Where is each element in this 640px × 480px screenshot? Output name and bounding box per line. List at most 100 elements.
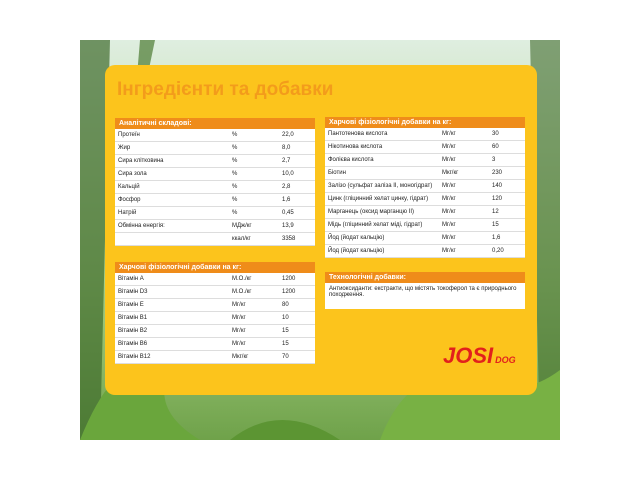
jungle — [80, 40, 560, 440]
cell-name: Пантотенова кислота — [325, 128, 439, 141]
table-row: Вітамін А М.О./кг 1200 — [115, 273, 315, 286]
cell-name: Сира клітковина — [115, 154, 229, 168]
cell-name: Вітамін D3 — [115, 285, 229, 299]
table-row: Вітамін В1 Мг/кг 10 — [115, 311, 315, 325]
cell-unit: Мг/кг — [439, 179, 489, 193]
cell-value: 1200 — [279, 285, 315, 299]
cell-name: Вітамін В12 — [115, 350, 229, 364]
cell-name: Вітамін В1 — [115, 311, 229, 325]
cell-value: 230 — [489, 166, 525, 180]
cell-unit: % — [229, 180, 279, 194]
cell-name: Цинк (гліцинний хелат цинку, гідрат) — [325, 192, 439, 206]
cell-name: Протеїн — [115, 129, 229, 142]
cell-value: 2,7 — [279, 154, 315, 168]
technological-box: Технологічні добавки: Антиоксиданти: екс… — [325, 272, 525, 309]
table-row: Кальцій% 2,8 — [115, 180, 315, 194]
table-row: Обмінна енергія: МДж/кг 13,9 — [115, 219, 315, 233]
cell-unit: % — [229, 154, 279, 168]
cell-name: Натрій — [115, 206, 229, 220]
table-row: Сира зола% 10,0 — [115, 167, 315, 181]
cell-name: Вітамін В2 — [115, 324, 229, 338]
cell-unit: % — [229, 206, 279, 220]
table-row: Цинк (гліцинний хелат цинку, гідрат) Мг/к… — [325, 192, 525, 206]
cell-value: 1,6 — [489, 231, 525, 245]
cell-name: Кальцій — [115, 180, 229, 194]
cell-unit: % — [229, 193, 279, 207]
cell-name: Залізо (сульфат заліза II, моногідрат) — [325, 179, 439, 193]
table-row: Сира клітковина% 2,7 — [115, 154, 315, 168]
logo-sub: DOG — [495, 355, 516, 365]
table-row: Залізо (сульфат заліза II, моногідрат) Мг… — [325, 179, 525, 193]
cell-unit: Мг/кг — [439, 140, 489, 154]
table-row: Вітамін В6 Мг/кг 15 — [115, 337, 315, 351]
cell-value: 1200 — [279, 273, 315, 286]
cell-name: Сира зола — [115, 167, 229, 181]
cell-value: 22,0 — [279, 129, 315, 142]
cell-value: 12 — [489, 205, 525, 219]
table-row: ккал/кг 3358 — [115, 232, 315, 246]
table-row: Мідь (гліцинний хелат міді, гідрат) Мг/кг… — [325, 218, 525, 232]
table-header: Харчові фізіологічні добавки на кг: — [325, 117, 525, 128]
cell-value: 15 — [279, 324, 315, 338]
table-row: Фосфор% 1,6 — [115, 193, 315, 207]
info-card: Інгредієнти та добавки Аналітичні складо… — [105, 65, 537, 395]
cell-value: 80 — [279, 298, 315, 312]
cell-name: Фолієва кислота — [325, 153, 439, 167]
table-row: Жир% 8,0 — [115, 141, 315, 155]
cell-value: 60 — [489, 140, 525, 154]
cell-value: 3358 — [279, 232, 315, 246]
cell-value: 0,45 — [279, 206, 315, 220]
cell-value: 0,20 — [489, 244, 525, 258]
cell-unit: МДж/кг — [229, 219, 279, 233]
table-row: Фолієва кислота Мг/кг 3 — [325, 153, 525, 167]
table-row: Вітамін D3 М.О./кг 1200 — [115, 285, 315, 299]
cell-unit: Мг/кг — [439, 205, 489, 219]
cell-unit: ккал/кг — [229, 232, 279, 246]
header-row: Аналітичні складові: — [115, 118, 315, 129]
table-row: Йод (йодат кальцію) Мг/кг 0,20 — [325, 244, 525, 258]
table-header: Харчові фізіологічні добавки на кг: — [115, 262, 315, 273]
cell-value: 70 — [279, 350, 315, 364]
table-row: Пантотенова кислота Мг/кг 30 — [325, 128, 525, 141]
cell-name: Вітамін В6 — [115, 337, 229, 351]
cell-unit: Мг/кг — [229, 337, 279, 351]
cell-value: 1,6 — [279, 193, 315, 207]
cell-name: Жир — [115, 141, 229, 155]
cell-value: 140 — [489, 179, 525, 193]
table-row: Вітамін В12 Мкг/кг 70 — [115, 350, 315, 364]
table-row: Біотин Мкг/кг 230 — [325, 166, 525, 180]
header-row: Харчові фізіологічні добавки на кг: — [115, 262, 315, 273]
cell-unit: М.О./кг — [229, 285, 279, 299]
cell-name: Мідь (гліцинний хелат міді, гідрат) — [325, 218, 439, 232]
cell-value: 15 — [279, 337, 315, 351]
analytical-table: Аналітичні складові: Протеїн% 22,0 Жир% 8,0 С… — [115, 118, 315, 246]
table-row: Вітамін Е Мг/кг 80 — [115, 298, 315, 312]
background: Інгредієнти та добавки Аналітичні складо… — [80, 40, 560, 440]
cell-value: 120 — [489, 192, 525, 206]
cell-name: Вітамін Е — [115, 298, 229, 312]
cell-unit: % — [229, 167, 279, 181]
cell-value: 10 — [279, 311, 315, 325]
cell-unit: Мг/кг — [229, 324, 279, 338]
table-row: Нікотинова кислота Мг/кг 60 — [325, 140, 525, 154]
cell-name: Вітамін А — [115, 273, 229, 286]
technological-text: Антиоксиданти: екстракти, що містять ток… — [325, 283, 525, 309]
cell-name: Фосфор — [115, 193, 229, 207]
cell-unit: Мг/кг — [439, 244, 489, 258]
cell-name: Біотин — [325, 166, 439, 180]
cell-value: 8,0 — [279, 141, 315, 155]
cell-value: 3 — [489, 153, 525, 167]
cell-name: Нікотинова кислота — [325, 140, 439, 154]
technological-header: Технологічні добавки: — [325, 272, 525, 283]
cell-name: Йод (йодат кальцію) — [325, 244, 439, 258]
cell-name — [115, 232, 229, 246]
table-row: Марганець (оксид марганцю II) Мг/кг 12 — [325, 205, 525, 219]
cell-value: 15 — [489, 218, 525, 232]
table-header: Аналітичні складові: — [115, 118, 315, 129]
table-row: Вітамін В2 Мг/кг 15 — [115, 324, 315, 338]
logo: JOSI DOG — [443, 343, 516, 369]
cell-unit: Мг/кг — [439, 153, 489, 167]
cell-unit: Мг/кг — [439, 218, 489, 232]
cell-unit: Мг/кг — [229, 311, 279, 325]
